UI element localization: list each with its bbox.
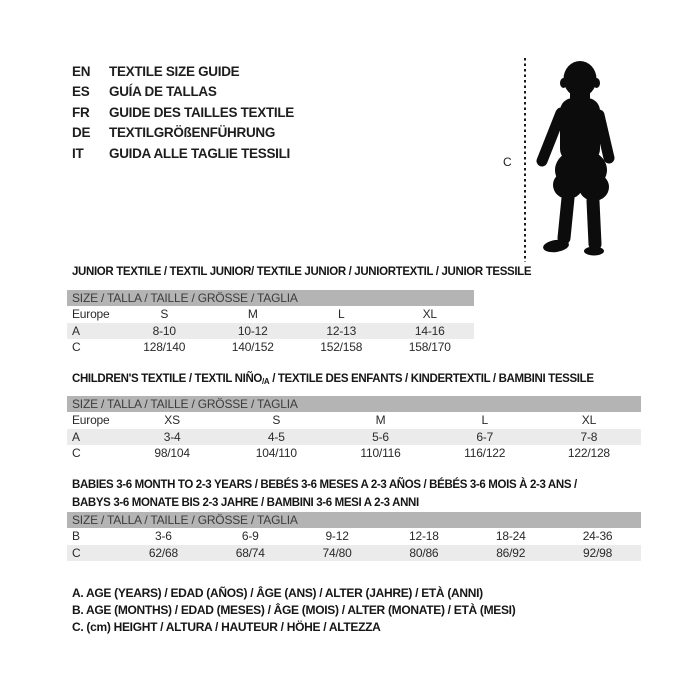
language-label: GUÍA DE TALLAS — [109, 84, 217, 100]
age-cell: 6-7 — [476, 429, 494, 444]
language-code: FR — [72, 104, 90, 120]
height-cell: 116/122 — [464, 446, 506, 461]
size-cell: XS — [164, 413, 180, 428]
row-label: Europe — [72, 307, 110, 322]
height-cell: 152/158 — [320, 340, 363, 355]
note-age-months: B. AGE (MONTHS) / EDAD (MESES) / ÂGE (MO… — [72, 603, 516, 617]
language-code: ES — [72, 84, 90, 100]
size-header-bar: SIZE / TALLA / TAILLE / GRÖSSE / TAGLIA — [67, 290, 474, 306]
language-list: EN TEXTILE SIZE GUIDE ES GUÍA DE TALLAS … — [72, 61, 294, 164]
age-cell: 7-8 — [580, 429, 598, 444]
table-row-height: C 62/68 68/74 74/80 80/86 86/92 92/98 — [67, 544, 641, 561]
height-cell: 128/140 — [143, 340, 186, 355]
age-cell: 14-16 — [414, 323, 445, 338]
row-label: B — [72, 529, 80, 544]
language-label: TEXTILGRÖßENFÜHRUNG — [109, 125, 276, 141]
height-measure-dashed-line — [524, 58, 526, 262]
height-cell: 62/68 — [148, 545, 178, 560]
age-cell: 9-12 — [325, 529, 349, 544]
size-header-bar: SIZE / TALLA / TAILLE / GRÖSSE / TAGLIA — [67, 512, 641, 528]
note-age-years: A. AGE (YEARS) / EDAD (AÑOS) / ÂGE (ANS)… — [72, 586, 483, 600]
language-row-en: EN TEXTILE SIZE GUIDE — [72, 61, 294, 82]
language-code: EN — [72, 63, 91, 79]
row-label: C — [72, 446, 81, 461]
row-label: A — [72, 429, 80, 444]
age-cell: 10-12 — [237, 323, 268, 338]
size-cell: S — [272, 413, 281, 428]
junior-table: SIZE / TALLA / TAILLE / GRÖSSE / TAGLIA … — [67, 290, 474, 356]
age-cell: 3-4 — [163, 429, 181, 444]
age-cell: 6-9 — [241, 529, 259, 544]
age-cell: 12-13 — [326, 323, 357, 338]
age-cell: 24-36 — [582, 529, 613, 544]
height-cell: 98/104 — [154, 446, 190, 461]
language-row-de: DE TEXTILGRÖßENFÜHRUNG — [72, 123, 294, 144]
legend-notes: A. AGE (YEARS) / EDAD (AÑOS) / ÂGE (ANS)… — [72, 585, 516, 636]
table-row-europe: Europe S M L XL — [67, 306, 474, 323]
height-cell: 68/74 — [235, 545, 265, 560]
language-label: GUIDE DES TAILLES TEXTILE — [109, 104, 295, 120]
height-cell: 92/98 — [583, 545, 613, 560]
language-row-fr: FR GUIDE DES TAILLES TEXTILE — [72, 102, 294, 123]
height-cell: 122/128 — [567, 446, 610, 461]
children-table: SIZE / TALLA / TAILLE / GRÖSSE / TAGLIA … — [67, 396, 641, 462]
size-header-bar: SIZE / TALLA / TAILLE / GRÖSSE / TAGLIA — [67, 396, 641, 412]
children-section-title: CHILDREN'S TEXTILE / TEXTIL NIÑO/A / TEX… — [72, 373, 594, 386]
height-cell: 158/170 — [408, 340, 451, 355]
babies-title-line2: BABYS 3-6 MONATE BIS 2-3 JAHRE / BAMBINI… — [72, 496, 419, 509]
language-code: IT — [72, 145, 84, 161]
babies-table: SIZE / TALLA / TAILLE / GRÖSSE / TAGLIA … — [67, 512, 641, 561]
size-cell: M — [375, 413, 386, 428]
children-title-pre: CHILDREN'S TEXTILE / TEXTIL NIÑO — [72, 373, 263, 385]
row-label: Europe — [72, 413, 110, 428]
age-cell: 18-24 — [495, 529, 526, 544]
junior-section-title: JUNIOR TEXTILE / TEXTIL JUNIOR/ TEXTILE … — [72, 266, 532, 278]
size-cell: S — [160, 307, 169, 322]
age-cell: 12-18 — [409, 529, 439, 544]
table-row-height: C 128/140 140/152 152/158 158/170 — [67, 339, 474, 356]
size-cell: L — [338, 307, 345, 322]
toddler-silhouette-image — [536, 61, 615, 256]
babies-section-title: BABIES 3-6 MONTH TO 2-3 YEARS / BEBÉS 3-… — [72, 477, 577, 512]
children-title-post: / TEXTILE DES ENFANTS / KINDERTEXTIL / B… — [269, 373, 594, 385]
height-cell: 80/86 — [409, 545, 439, 560]
row-label: C — [72, 545, 81, 560]
height-cell: 110/116 — [360, 446, 401, 461]
table-row-age: A 8-10 10-12 12-13 14-16 — [67, 322, 474, 339]
language-code: DE — [72, 125, 91, 141]
age-cell: 8-10 — [152, 323, 176, 338]
language-row-es: ES GUÍA DE TALLAS — [72, 82, 294, 103]
height-cell: 74/80 — [322, 545, 352, 560]
age-cell: 3-6 — [155, 529, 172, 544]
table-row-age: A 3-4 4-5 5-6 6-7 7-8 — [67, 428, 641, 445]
size-cell: L — [481, 413, 488, 428]
note-height-cm: C. (cm) HEIGHT / ALTURA / HAUTEUR / HÖHE… — [72, 620, 381, 634]
age-cell: 4-5 — [267, 429, 285, 444]
height-measure-label: C — [503, 155, 512, 169]
size-cell: XL — [422, 307, 437, 322]
height-cell: 140/152 — [231, 340, 274, 355]
table-row-europe: Europe XS S M L XL — [67, 412, 641, 429]
height-cell: 104/110 — [255, 446, 297, 461]
babies-title-line1: BABIES 3-6 MONTH TO 2-3 YEARS / BEBÉS 3-… — [72, 479, 577, 491]
language-row-it: IT GUIDA ALLE TAGLIE TESSILI — [72, 143, 294, 164]
age-cell: 5-6 — [372, 429, 389, 444]
language-label: TEXTILE SIZE GUIDE — [109, 63, 240, 79]
table-row-age-months: B 3-6 6-9 9-12 12-18 18-24 24-36 — [67, 528, 641, 545]
children-title-subscript: /A — [262, 377, 270, 386]
table-row-height: C 98/104 104/110 110/116 116/122 122/128 — [67, 445, 641, 462]
height-cell: 86/92 — [496, 545, 526, 560]
language-label: GUIDA ALLE TAGLIE TESSILI — [109, 145, 290, 161]
size-cell: XL — [581, 413, 597, 428]
size-cell: M — [247, 307, 258, 322]
row-label: A — [72, 323, 80, 338]
row-label: C — [72, 340, 81, 355]
